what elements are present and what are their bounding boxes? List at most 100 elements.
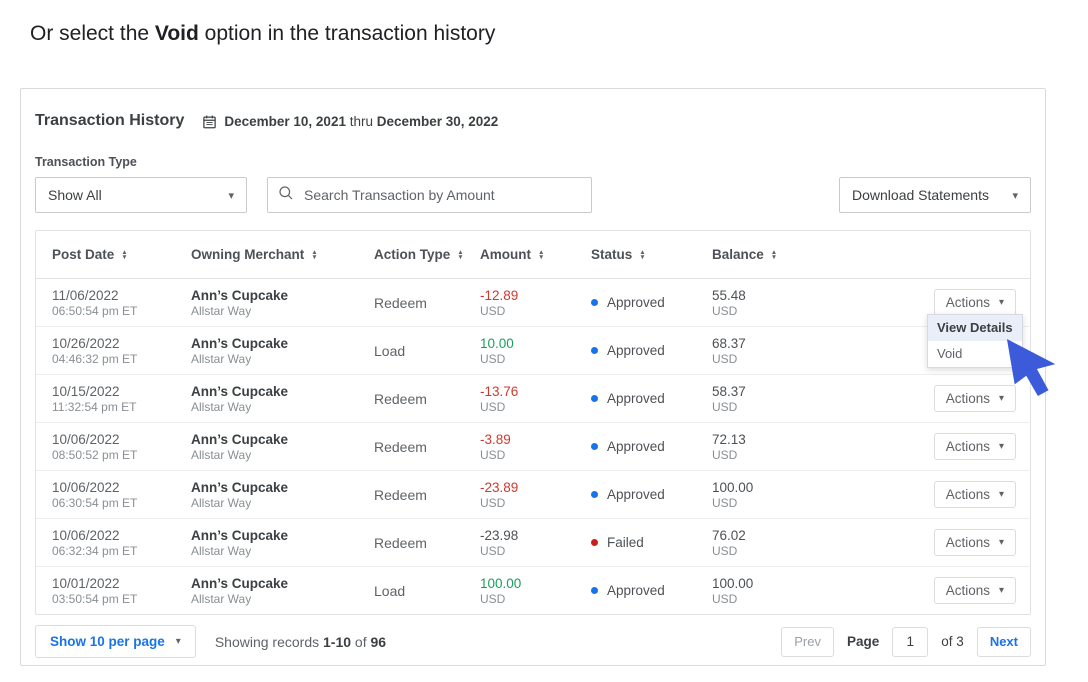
actions-cell: Actions ▾ [862, 433, 1016, 460]
actions-button[interactable]: Actions ▾ [933, 433, 1016, 460]
transaction-type-label: Transaction Type [35, 155, 137, 169]
chevron-down-icon: ▾ [998, 537, 1004, 548]
status-cell: Approved [591, 439, 712, 454]
table-row: 10/01/2022 03:50:54 pm ET Ann’s Cupcake … [36, 567, 1030, 614]
status-cell: Approved [591, 583, 712, 598]
download-statements-select[interactable]: Download Statements ▾ [839, 177, 1031, 213]
action-type-cell: Redeem [374, 390, 427, 407]
menu-item-void[interactable]: Void [928, 341, 1022, 367]
sort-icon[interactable]: ▲ ▼ [770, 248, 778, 261]
chevron-down-icon: ▾ [228, 189, 234, 202]
amount-cell: -13.76 USD [480, 383, 591, 415]
actions-button[interactable]: Actions ▾ [933, 385, 1016, 412]
sort-icon[interactable]: ▲ ▼ [639, 248, 646, 261]
actions-button[interactable]: Actions ▾ [933, 289, 1016, 316]
instruction-bold-word: Void [154, 22, 199, 45]
column-header-amount[interactable]: Amount ▲ ▼ [480, 247, 545, 262]
status-dot [591, 395, 598, 402]
owning-merchant-cell: Ann’s Cupcake Allstar Way [191, 287, 289, 318]
panel-header: Transaction History December 10, 2021 th… [35, 112, 1031, 130]
amount-value: -13.76 [480, 383, 519, 399]
actions-dropdown-menu: View Details Void [927, 314, 1023, 368]
chevron-down-icon: ▾ [998, 297, 1004, 308]
balance-cell: 100.00 USD [712, 479, 754, 510]
amount-value: -3.89 [480, 431, 511, 447]
column-header-owning-merchant[interactable]: Owning Merchant ▲ ▼ [191, 247, 318, 262]
action-type-cell: Redeem [374, 438, 427, 455]
column-header-post-date[interactable]: Post Date ▲ ▼ [52, 247, 128, 262]
amount-value: -23.89 [480, 479, 519, 495]
date-range: December 10, 2021 thru December 30, 2022 [224, 114, 498, 129]
actions-button-label: Actions [945, 439, 990, 454]
table-row: 11/06/2022 06:50:54 pm ET Ann’s Cupcake … [36, 279, 1030, 327]
status-cell: Approved [591, 487, 712, 502]
chevron-down-icon: ▾ [1012, 189, 1018, 202]
chevron-down-icon: ▾ [175, 636, 181, 647]
page-word: Page [847, 634, 880, 649]
actions-button-label: Actions [945, 391, 990, 406]
actions-button[interactable]: Actions ▾ [933, 481, 1016, 508]
transaction-type-select[interactable]: Show All ▾ [35, 177, 247, 213]
action-type-cell: Redeem [374, 294, 427, 311]
owning-merchant-cell: Ann’s Cupcake Allstar Way [191, 479, 289, 510]
sort-icon[interactable]: ▲ ▼ [538, 248, 545, 261]
actions-cell: Actions ▾ [862, 385, 1016, 412]
search-box[interactable] [267, 177, 592, 213]
next-page-button[interactable]: Next [976, 626, 1031, 657]
status-dot [591, 299, 598, 306]
actions-cell: Actions ▾ [862, 289, 1016, 316]
prev-page-button[interactable]: Prev [781, 626, 834, 657]
search-input[interactable] [302, 186, 581, 204]
date-start: December 10, 2021 [224, 113, 346, 129]
post-date-cell: 10/01/2022 03:50:54 pm ET [52, 575, 138, 606]
owning-merchant-cell: Ann’s Cupcake Allstar Way [191, 383, 289, 414]
balance-cell: 100.00 USD [712, 575, 754, 606]
action-type-cell: Redeem [374, 534, 427, 551]
owning-merchant-cell: Ann’s Cupcake Allstar Way [191, 431, 289, 462]
actions-cell: Actions ▾ [862, 529, 1016, 556]
column-header-status[interactable]: Status ▲ ▼ [591, 247, 646, 262]
date-thru: thru [345, 113, 377, 129]
actions-cell: Actions ▾ [862, 481, 1016, 508]
status-dot [591, 491, 598, 498]
records-range: 1-10 [323, 633, 352, 650]
actions-button[interactable]: Actions ▾ [933, 529, 1016, 556]
actions-button[interactable]: Actions ▾ [933, 577, 1016, 604]
column-header-action-type[interactable]: Action Type ▲ ▼ [374, 247, 464, 262]
instruction-prefix: Or select the [30, 22, 155, 45]
amount-value: -23.98 [480, 527, 519, 543]
chevron-down-icon: ▾ [998, 393, 1004, 404]
filter-row: Show All ▾ Download Statements ▾ [35, 177, 1031, 213]
balance-cell: 72.13 USD [712, 431, 746, 462]
sort-icon[interactable]: ▲ ▼ [121, 248, 128, 261]
table-row: 10/06/2022 08:50:52 pm ET Ann’s Cupcake … [36, 423, 1030, 471]
chevron-down-icon: ▾ [998, 489, 1004, 500]
amount-cell: -12.89 USD [480, 287, 591, 319]
post-date-cell: 10/06/2022 06:30:54 pm ET [52, 479, 138, 510]
sort-icon[interactable]: ▲ ▼ [457, 248, 464, 261]
transaction-history-panel: Transaction History December 10, 2021 th… [20, 88, 1046, 666]
action-type-cell: Load [374, 582, 406, 599]
per-page-select[interactable]: Show 10 per page ▾ [35, 625, 196, 658]
owning-merchant-cell: Ann’s Cupcake Allstar Way [191, 575, 289, 606]
pagination: Prev Page of 3 Next [781, 626, 1031, 657]
actions-cell: Actions ▾ [862, 577, 1016, 604]
amount-value: 10.00 [480, 335, 514, 351]
records-prefix: Showing records [214, 633, 323, 650]
post-date-cell: 10/06/2022 08:50:52 pm ET [52, 431, 138, 462]
owning-merchant-cell: Ann’s Cupcake Allstar Way [191, 335, 289, 366]
column-header-balance[interactable]: Balance ▲ ▼ [712, 247, 778, 262]
transactions-table: Post Date ▲ ▼ Owning Merchant ▲ ▼ Action T… [35, 230, 1031, 615]
post-date-cell: 10/06/2022 06:32:34 pm ET [52, 527, 138, 558]
table-row: 10/06/2022 06:30:54 pm ET Ann’s Cupcake … [36, 471, 1030, 519]
sort-icon[interactable]: ▲ ▼ [311, 248, 318, 261]
transaction-type-value: Show All [48, 187, 102, 203]
menu-item-view-details[interactable]: View Details [928, 315, 1022, 341]
post-date-cell: 10/26/2022 04:46:32 pm ET [52, 335, 138, 366]
chevron-down-icon: ▾ [998, 585, 1004, 596]
page-number-input[interactable] [892, 626, 929, 657]
date-end: December 30, 2022 [376, 113, 499, 129]
post-date-cell: 11/06/2022 06:50:54 pm ET [52, 287, 138, 318]
table-header-row: Post Date ▲ ▼ Owning Merchant ▲ ▼ Action T… [36, 231, 1030, 279]
status-cell: Approved [591, 343, 712, 358]
